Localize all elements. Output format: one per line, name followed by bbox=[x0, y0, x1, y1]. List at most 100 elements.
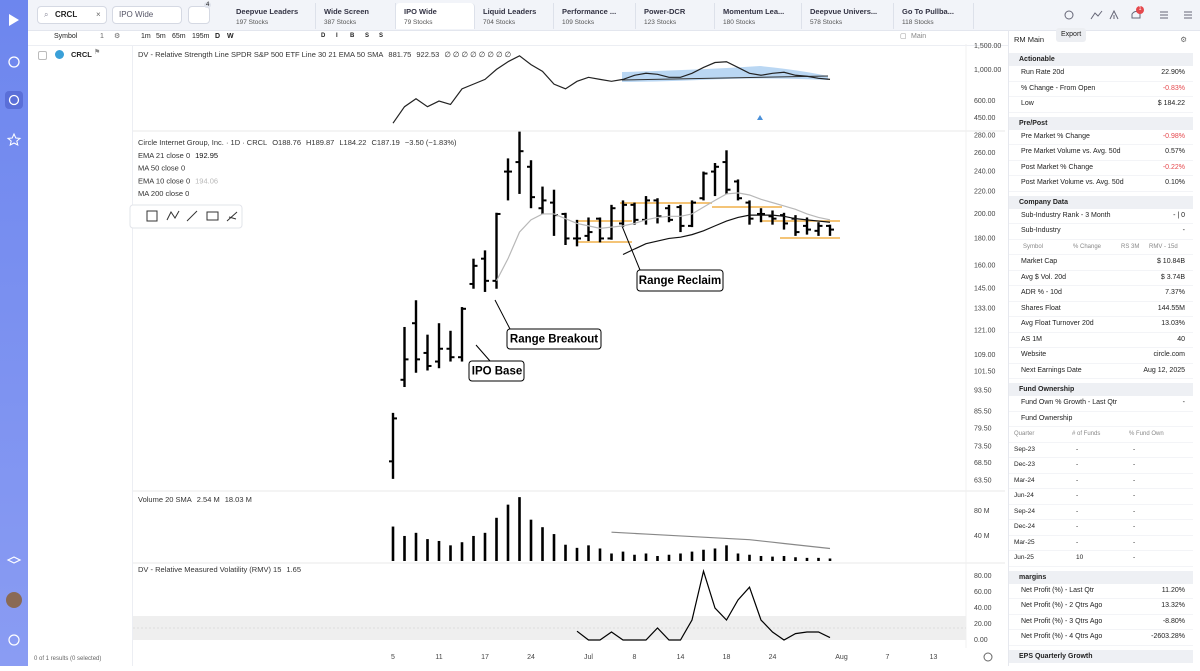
y-tick-label: 63.50 bbox=[974, 478, 992, 485]
table-cell: - bbox=[1076, 461, 1079, 468]
panel-row: Symbol % Change RS 3M RMV - 15d bbox=[1009, 240, 1193, 255]
chart-option[interactable]: S bbox=[365, 33, 370, 39]
panel-row: Quarter # of Funds % Fund Own bbox=[1009, 427, 1193, 443]
volume-bar bbox=[621, 551, 625, 561]
list-select[interactable]: IPO Wide bbox=[112, 6, 182, 24]
timeframe[interactable]: 5m bbox=[156, 33, 166, 40]
row-value: $ 184.22 bbox=[1157, 100, 1185, 107]
flag-icon[interactable]: ⚑ bbox=[94, 49, 101, 56]
watchlist-symbol[interactable]: CRCL bbox=[71, 50, 92, 59]
symbol-count: 1 bbox=[100, 33, 104, 40]
panel-settings[interactable]: ⚙ bbox=[1180, 35, 1187, 44]
logo[interactable] bbox=[9, 14, 19, 26]
callout-pointer bbox=[494, 299, 511, 330]
tab[interactable]: Go To Pullba... 118 Stocks bbox=[894, 3, 974, 29]
active-icon-bg[interactable] bbox=[5, 91, 23, 109]
avatar[interactable] bbox=[6, 592, 22, 608]
star-icon[interactable] bbox=[6, 132, 22, 146]
volume-bar bbox=[782, 555, 786, 561]
note-tool[interactable] bbox=[206, 211, 219, 221]
volume-bar bbox=[449, 545, 452, 561]
volume-bar bbox=[506, 504, 510, 561]
pane-value: −3.50 (−1.83%) bbox=[405, 138, 457, 147]
volume-bar bbox=[794, 557, 797, 561]
chart-option[interactable]: D bbox=[321, 33, 326, 39]
row-label: Sub-Industry Rank - 3 Month bbox=[1021, 211, 1111, 219]
column-header: Symbol bbox=[1023, 243, 1044, 250]
timeframe[interactable]: 195m bbox=[192, 33, 210, 40]
tab-count: 123 Stocks bbox=[644, 19, 677, 26]
tab[interactable]: Power-DCR 123 Stocks bbox=[636, 3, 715, 29]
panel-row: Dec-24 - - bbox=[1009, 520, 1193, 536]
axis-settings[interactable] bbox=[983, 652, 993, 662]
x-tick-label: 11 bbox=[435, 654, 442, 661]
y-tick-label: 79.50 bbox=[974, 425, 992, 432]
panel-row: AS 1M 40 bbox=[1009, 333, 1193, 348]
tab[interactable]: Liquid Leaders 704 Stocks bbox=[475, 3, 554, 29]
chart-option[interactable]: S bbox=[379, 33, 384, 39]
row-value: - bbox=[1182, 227, 1185, 234]
panel-layout[interactable]: RM Main bbox=[1014, 35, 1045, 44]
timeframe[interactable]: 1m bbox=[141, 33, 151, 40]
chart-toolbar: Symbol 1 ⚙ 1m 5m 65m 195m D W D I B S S ▢ Main bbox=[28, 30, 1008, 46]
chart-option[interactable]: I bbox=[336, 33, 338, 39]
table-cell: Dec-23 bbox=[1014, 461, 1035, 468]
menu-icon[interactable] bbox=[1184, 11, 1192, 19]
drawing-toolbar bbox=[129, 204, 243, 229]
layout-name[interactable]: Main bbox=[911, 33, 927, 40]
panel-row: Sub-Industry - bbox=[1009, 224, 1193, 240]
settings-icon[interactable]: ⚙ bbox=[114, 33, 121, 40]
tools-icon[interactable] bbox=[1109, 9, 1119, 20]
table-cell: - bbox=[1076, 523, 1079, 530]
tab[interactable]: Wide Screen 387 Stocks bbox=[316, 3, 396, 29]
row-value: 0.10% bbox=[1165, 179, 1185, 186]
y-tick-label: 160.00 bbox=[974, 263, 996, 270]
chart-icon[interactable] bbox=[8, 94, 20, 106]
panel-row: Next Earnings Date Aug 12, 2025 bbox=[1009, 364, 1193, 379]
tab[interactable]: Performance ... 109 Stocks bbox=[554, 3, 636, 29]
results-footer: 0 of 1 results (0 selected) bbox=[34, 656, 102, 662]
tab[interactable]: Deepvue Leaders 197 Stocks bbox=[228, 3, 316, 29]
row-label: Fund Own % Growth - Last Qtr bbox=[1021, 399, 1118, 406]
timeframe[interactable]: W bbox=[227, 33, 234, 40]
share-icon[interactable] bbox=[1064, 10, 1074, 20]
table-cell: 10 bbox=[1076, 554, 1084, 561]
list-name: IPO Wide bbox=[119, 10, 154, 19]
pattern-tool[interactable] bbox=[166, 210, 180, 221]
search-box[interactable]: ⌕ CRCL × bbox=[37, 6, 107, 24]
row-label: Net Profit (%) - Last Qtr bbox=[1021, 586, 1095, 594]
volume-bar bbox=[805, 557, 809, 561]
pane-value: L184.22 bbox=[339, 138, 366, 147]
tab[interactable]: Momentum Lea... 180 Stocks bbox=[715, 3, 802, 29]
list-icon[interactable] bbox=[1160, 11, 1168, 19]
section-header: margins bbox=[1009, 570, 1193, 584]
panel-row: Fund Own % Growth - Last Qtr - bbox=[1009, 396, 1193, 412]
column-header: RS 3M bbox=[1121, 243, 1140, 250]
select-tool[interactable] bbox=[146, 210, 158, 222]
help-icon[interactable] bbox=[8, 634, 20, 646]
learn-icon[interactable] bbox=[6, 556, 22, 564]
y-tick-label: 109.00 bbox=[974, 352, 996, 359]
column-header: # of Funds bbox=[1072, 431, 1101, 437]
volume-bar bbox=[518, 497, 521, 561]
timeframe[interactable]: D bbox=[215, 33, 221, 40]
tab[interactable]: IPO Wide 79 Stocks bbox=[396, 3, 475, 29]
chart-icon[interactable] bbox=[1090, 10, 1103, 20]
globe-icon[interactable] bbox=[8, 56, 20, 68]
brush-tool[interactable] bbox=[226, 211, 238, 222]
legend-name: EMA 21 close 0 bbox=[138, 151, 190, 160]
chart-option[interactable]: B bbox=[350, 33, 355, 39]
tab-name: Liquid Leaders bbox=[483, 7, 537, 16]
line-tool[interactable] bbox=[186, 210, 198, 222]
table-cell: Jun-24 bbox=[1014, 492, 1034, 499]
tab[interactable]: Deepvue Univers... 578 Stocks bbox=[802, 3, 894, 29]
row-checkbox[interactable] bbox=[38, 51, 47, 60]
filter-button[interactable]: 4 bbox=[188, 2, 212, 24]
timeframe[interactable]: 65m bbox=[172, 33, 186, 40]
volume-bar bbox=[472, 535, 475, 561]
clear-icon[interactable]: × bbox=[96, 10, 101, 19]
layout-icon[interactable]: ▢ bbox=[900, 33, 907, 40]
table-cell: - bbox=[1133, 445, 1136, 453]
row-label: Post Market % Change bbox=[1021, 163, 1093, 171]
tab-count: 180 Stocks bbox=[723, 19, 756, 26]
